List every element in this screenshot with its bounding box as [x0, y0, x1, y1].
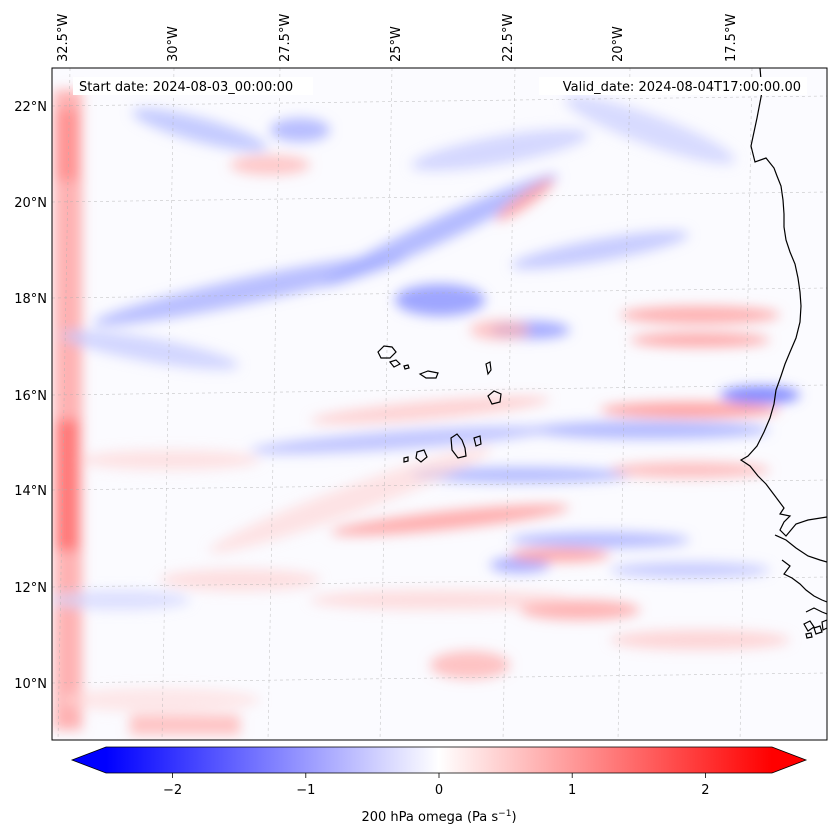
meridian-gridline	[739, 68, 753, 740]
gridlines	[52, 68, 827, 740]
meridian-gridline	[502, 68, 516, 740]
lat-tick-label: 12°N	[14, 581, 47, 596]
lon-tick-label: 30°W	[166, 26, 181, 62]
island-brava	[403, 456, 409, 463]
colorbar-gradient	[106, 747, 772, 773]
lon-tick-labels: 32.5°W 30°W 27.5°W 25°W 22.5°W 20°W 17.5…	[56, 14, 739, 62]
meridian-gridline	[161, 68, 175, 740]
lat-tick-label: 16°N	[14, 389, 47, 404]
lat-tick-label: 14°N	[14, 484, 47, 499]
map-frame	[51, 67, 828, 741]
meridian-gridline	[617, 68, 631, 740]
island-fogo	[415, 449, 428, 463]
lon-tick-label: 27.5°W	[278, 14, 293, 62]
guinea-coast	[805, 607, 827, 615]
bijagos-3	[805, 632, 813, 639]
lat-tick-label: 18°N	[14, 292, 47, 307]
island-santa-luzia	[403, 364, 410, 370]
lat-tick-label: 10°N	[14, 677, 47, 692]
start-date-box	[73, 77, 313, 95]
valid-date-label: Valid_date: 2024-08-04T17:00:00.00	[563, 80, 801, 95]
meridian-gridline	[57, 68, 71, 740]
guinea-bissau-coast	[781, 559, 827, 603]
lon-tick-label: 32.5°W	[56, 14, 71, 62]
gambia-coast	[774, 534, 827, 563]
lat-tick-label: 22°N	[14, 100, 47, 115]
colorbar-extend-min	[72, 747, 106, 773]
valid-date-box	[539, 77, 807, 95]
lon-tick-label: 20°W	[611, 26, 626, 62]
colorbar-ticks: −2 −1 0 1 2	[163, 773, 710, 798]
island-sal	[485, 361, 492, 376]
island-santo-antao	[377, 345, 397, 359]
lon-tick-label: 22.5°W	[501, 14, 516, 62]
start-date-label: Start date: 2024-08-03_00:00:00	[79, 80, 293, 95]
colorbar-tick-label: −2	[163, 783, 182, 798]
island-sao-nicolau	[418, 370, 439, 379]
lon-tick-label: 25°W	[389, 26, 404, 62]
colorbar-tick-label: 0	[435, 783, 443, 798]
bijagos-4	[821, 619, 827, 631]
bijagos-1	[803, 620, 815, 632]
island-boa-vista	[487, 390, 502, 405]
island-santiago	[450, 433, 467, 459]
coastline	[377, 68, 827, 639]
lat-tick-label: 20°N	[14, 196, 47, 211]
colorbar-tick-label: 1	[568, 783, 576, 798]
meridian-gridline	[379, 68, 393, 740]
colorbar: −2 −1 0 1 2 200 hPa omega (Pa s−1)	[70, 746, 808, 825]
meridian-gridline	[267, 68, 281, 740]
lat-tick-labels: 22°N 20°N 18°N 16°N 14°N 12°N 10°N	[14, 100, 47, 692]
island-sao-vicente	[388, 359, 402, 368]
colorbar-label: 200 hPa omega (Pa s−1)	[361, 809, 516, 825]
island-maio	[473, 435, 482, 447]
colorbar-outline	[70, 746, 808, 774]
africa-coastline	[739, 68, 827, 537]
bijagos-2	[813, 625, 823, 635]
lon-tick-label: 17.5°W	[724, 14, 739, 62]
omega-field	[52, 90, 800, 735]
colorbar-tick-label: 2	[701, 783, 709, 798]
colorbar-tick-label: −1	[296, 783, 315, 798]
colorbar-extend-max	[772, 747, 806, 773]
